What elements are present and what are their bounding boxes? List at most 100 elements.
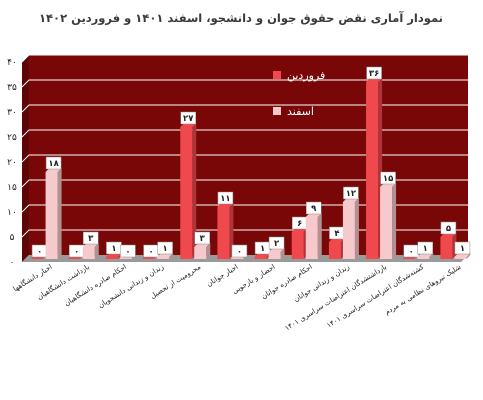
data-label-box <box>231 244 248 258</box>
data-label: ۲ <box>274 239 280 249</box>
data-label: ۰ <box>148 247 153 257</box>
data-label: ۳ <box>200 234 206 244</box>
bar-esfand <box>119 257 132 259</box>
y-tick-label: ۵ <box>10 233 15 243</box>
data-label: ۳۶ <box>369 69 379 79</box>
data-label: ۵ <box>446 224 451 234</box>
bar-esfand <box>45 172 58 259</box>
data-label-box <box>83 231 99 245</box>
data-label-box <box>120 244 136 258</box>
data-label: ۰ <box>237 247 242 257</box>
data-label-box <box>380 171 396 185</box>
bar-farvardin <box>366 82 379 259</box>
bar-farvardin <box>328 242 341 259</box>
bar-esfand <box>82 247 95 259</box>
bar-side <box>206 243 211 259</box>
bar-esfand <box>454 257 467 259</box>
legend-label: اسفند <box>287 105 314 118</box>
data-label-box <box>45 156 62 170</box>
legend-label: فروردین <box>287 69 325 82</box>
data-label: ۳ <box>88 234 94 244</box>
bar-side <box>354 198 359 259</box>
data-label: ۶ <box>297 219 302 229</box>
bar-farvardin <box>143 257 156 259</box>
data-label-box <box>454 241 471 255</box>
data-label: ۱ <box>423 244 428 254</box>
bar-esfand <box>305 217 318 259</box>
y-tick-label: ۳۰ <box>7 108 17 118</box>
x-category-label: اخبار جوانان <box>205 263 239 288</box>
chart-title: نمودار آماری نقض حقوق جوان و دانشجو، اسف… <box>39 11 443 26</box>
bar-side <box>280 248 285 259</box>
data-label-box <box>306 201 322 215</box>
bar-farvardin <box>291 232 304 259</box>
data-label: ۰ <box>74 247 79 257</box>
bar-side <box>57 168 62 259</box>
legend: فروردین اسفند <box>273 69 325 118</box>
data-label-box <box>194 231 210 245</box>
bar-esfand <box>417 257 430 259</box>
data-label: ۱ <box>111 244 116 254</box>
data-label: ۰ <box>125 247 130 257</box>
bar-esfand <box>194 247 207 259</box>
data-label-box <box>417 241 433 255</box>
y-tick-label: ۳۵ <box>7 83 17 93</box>
bar-side <box>169 253 174 259</box>
data-label: ۲۷ <box>183 114 194 124</box>
gridline <box>21 154 468 163</box>
y-tick-label: ۲۵ <box>7 133 17 143</box>
bar-farvardin <box>105 257 118 259</box>
gridline <box>21 129 468 138</box>
bar-esfand <box>342 202 355 259</box>
bar-side <box>466 253 471 259</box>
bar-side <box>94 243 99 259</box>
data-label-box <box>157 241 173 255</box>
x-category-label: زندان و زندانی دانشجویان <box>97 263 165 310</box>
legend-swatch <box>273 107 281 115</box>
data-label-box <box>180 111 196 125</box>
y-tick-label: ۴۰ <box>7 58 17 68</box>
data-label: ۹ <box>311 204 317 214</box>
gridline <box>21 179 468 188</box>
data-label-box <box>217 191 234 205</box>
data-label: ۱ <box>260 244 265 254</box>
bar-esfand <box>231 257 244 259</box>
gridline <box>21 54 468 63</box>
bar-esfand <box>380 187 393 259</box>
x-category-label: احکام صادره دانشگاهیان <box>62 262 128 308</box>
bar-esfand <box>268 252 281 259</box>
data-label: ۱۲ <box>346 189 357 199</box>
y-tick-label: ۱۵ <box>7 183 17 193</box>
gridline <box>21 104 468 113</box>
gridline <box>21 79 468 88</box>
data-label: ۱۱ <box>220 194 230 204</box>
bar-farvardin <box>31 257 44 259</box>
y-tick-label: ۱۰ <box>7 208 17 218</box>
bar-farvardin <box>440 237 453 259</box>
data-label: ۰ <box>37 247 42 257</box>
legend-swatch <box>273 71 281 79</box>
data-label-box <box>440 221 457 235</box>
bar-farvardin <box>217 207 230 259</box>
data-label: ۱ <box>460 244 465 254</box>
data-label: ۱۵ <box>383 174 393 184</box>
bar-side <box>429 253 434 259</box>
data-label: ۴ <box>334 229 339 239</box>
bar-farvardin <box>180 127 193 259</box>
bar-esfand <box>157 257 170 259</box>
bar-farvardin <box>403 257 416 259</box>
bar-side <box>192 123 197 259</box>
bar-farvardin <box>254 257 267 259</box>
bar-side <box>317 213 322 259</box>
gridline <box>21 204 468 213</box>
data-label-box <box>268 236 285 250</box>
data-label: ۱ <box>162 244 167 254</box>
bar-farvardin <box>68 257 81 259</box>
data-label-box <box>343 186 359 200</box>
data-label: ۱۸ <box>48 159 59 169</box>
y-tick-label: ۰ <box>10 258 15 268</box>
data-label-box <box>366 66 382 80</box>
y-tick-label: ۲۰ <box>7 158 17 168</box>
